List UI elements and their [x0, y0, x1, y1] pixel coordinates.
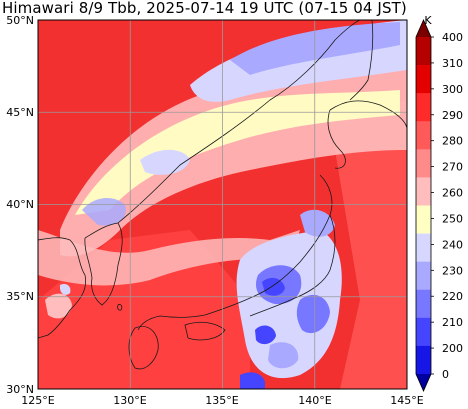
colorbar-label: 400	[442, 31, 463, 44]
colorbar-segment	[416, 374, 431, 391]
colorbar-label: 310	[442, 57, 463, 70]
cold-cloud-south	[240, 372, 265, 389]
colorbar-segment	[416, 149, 431, 178]
colorbar-segment	[416, 289, 431, 319]
colorbar-segment	[416, 37, 431, 66]
colorbar-segment	[416, 345, 431, 375]
colorbar-segments	[415, 19, 432, 392]
latitude-tick-labels: 50°N 45°N 40°N 35°N 30°N	[6, 14, 34, 396]
lon-tick-label: 145°E	[390, 394, 423, 407]
convective-core-3	[296, 294, 330, 334]
colorbar-label: 270	[442, 161, 463, 174]
colorbar-segment	[416, 121, 431, 150]
lon-tick-label: 140°E	[298, 394, 331, 407]
lat-tick-label: 35°N	[6, 290, 34, 303]
colorbar-unit: K	[424, 14, 432, 27]
colorbar-segment	[416, 233, 431, 262]
colorbar-label: 200	[442, 342, 463, 355]
colorbar-label: 290	[442, 109, 463, 122]
map-title: Himawari 8/9 Tbb, 2025-07-14 19 UTC (07-…	[2, 0, 407, 17]
lat-tick-label: 40°N	[6, 198, 34, 211]
colorbar-label: 250	[442, 212, 463, 225]
colorbar-segment	[416, 65, 431, 94]
colorbar-label: 230	[442, 264, 463, 277]
cloud-patch-east-china-sea	[60, 283, 71, 295]
convective-core-4	[255, 325, 276, 345]
coastline-shikoku	[184, 321, 226, 341]
lon-tick-label: 125°E	[21, 394, 54, 407]
colorbar-label: 0	[442, 368, 449, 381]
colorbar-segment	[416, 261, 431, 291]
cloud-band-yellow	[75, 90, 400, 215]
coastline-sakhalin	[349, 20, 374, 101]
coastline-hokkaido	[327, 100, 407, 169]
coastline-continent	[38, 237, 87, 339]
convective-core-2	[262, 277, 285, 296]
colorbar-label: 220	[442, 290, 463, 303]
cloud-patch-yellowsea	[45, 293, 72, 319]
lat-tick-label: 30°N	[6, 383, 34, 396]
colorbar-label: 210	[442, 316, 463, 329]
colorbar: K 400 310 300 290 280 270 260 250 240 230 220 210 20…	[415, 14, 463, 392]
colorbar-label: 280	[442, 135, 463, 148]
longitude-tick-labels: 125°E 130°E 135°E 140°E 145°E	[21, 394, 423, 407]
convective-core-5	[268, 342, 299, 369]
gridlines	[38, 20, 407, 389]
map-frame	[37, 19, 408, 390]
coastline-korea	[84, 222, 123, 306]
colorbar-label: 240	[442, 238, 463, 251]
lon-tick-label: 135°E	[205, 394, 238, 407]
colorbar-labels: 400 310 300 290 280 270 260 250 240 230 220 210 200 0	[431, 31, 463, 381]
lon-tick-label: 130°E	[113, 394, 146, 407]
colorbar-label: 300	[442, 83, 463, 96]
colorbar-segment	[416, 177, 431, 206]
colorbar-label: 260	[442, 187, 463, 200]
warm-pacific-region	[330, 100, 407, 389]
colorbar-segment	[416, 93, 431, 122]
coastline-kyushu	[128, 326, 159, 370]
cloud-band-middle	[38, 230, 300, 286]
lat-tick-label: 45°N	[6, 106, 34, 119]
colorbar-segment	[416, 317, 431, 347]
map-panel	[38, 20, 407, 389]
lat-tick-label: 50°N	[6, 14, 34, 27]
coastline-russia	[117, 20, 361, 224]
coastline-tsushima	[117, 304, 123, 311]
coastlines	[38, 20, 407, 370]
cold-cloud-korea-north	[82, 198, 126, 226]
colorbar-segment	[416, 205, 431, 234]
colorbar-segment	[416, 20, 431, 37]
coastline-honshu-pacific	[249, 214, 336, 317]
cold-cloud-tohoku	[300, 209, 335, 237]
cold-cloud-manchuria	[140, 149, 190, 175]
